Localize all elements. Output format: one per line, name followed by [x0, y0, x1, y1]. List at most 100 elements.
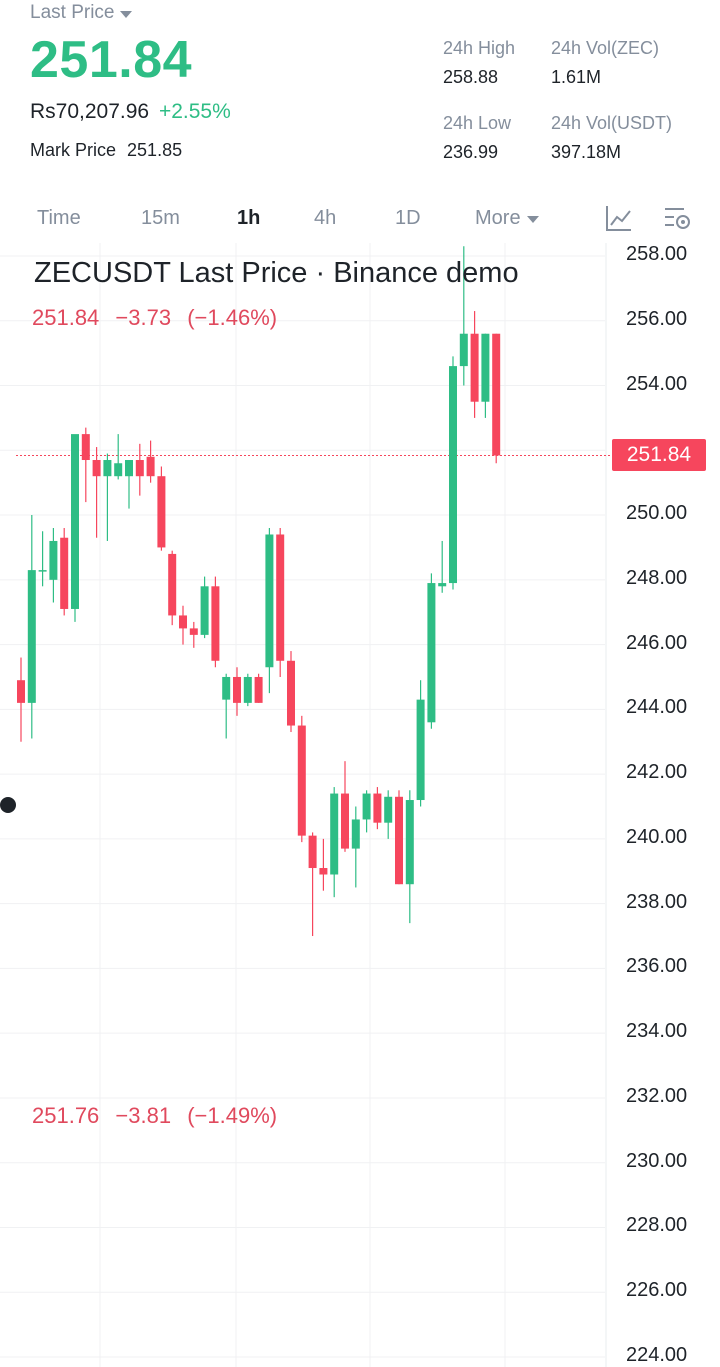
candle-body [384, 796, 393, 823]
chart-settings-icon[interactable] [662, 203, 692, 233]
candle [17, 657, 25, 742]
candle [449, 356, 457, 590]
candle-body [297, 725, 306, 836]
last-price: 251.84 [30, 31, 193, 89]
candle [319, 838, 328, 891]
candle [157, 466, 166, 551]
candle [92, 447, 101, 538]
y-tick-label: 236.00 [626, 955, 688, 978]
candle-body [373, 793, 382, 823]
ohlc-legend-bottom: 251.76 −3.81 (−1.49%) [32, 1103, 287, 1129]
y-tick-label: 240.00 [626, 825, 688, 848]
candle [200, 576, 209, 639]
candle-body [449, 366, 457, 584]
candle-body [319, 868, 328, 875]
candle-body [168, 553, 177, 616]
candle-body [362, 793, 371, 820]
price-type-selector[interactable]: Last Price [30, 2, 133, 24]
drag-handle-icon[interactable] [0, 797, 16, 813]
tab-more[interactable]: More [475, 207, 539, 230]
candle-body [38, 570, 47, 572]
candle [254, 673, 263, 703]
candle [459, 246, 468, 386]
candle-body [438, 583, 447, 587]
candlestick-chart-canvas[interactable] [0, 243, 720, 1367]
ohlc-change: −3.81 [115, 1103, 172, 1128]
candle-body [405, 800, 414, 885]
candle-body [222, 676, 231, 700]
candle [362, 790, 371, 833]
stat-label: 24h Vol(ZEC) [551, 38, 660, 58]
tab-1h[interactable]: 1h [237, 207, 261, 229]
candle [373, 787, 382, 830]
mark-price-row: Mark Price 251.85 [30, 140, 182, 161]
candle [38, 531, 47, 587]
candle-body [233, 676, 241, 703]
candle [405, 790, 414, 924]
candle-body [243, 676, 252, 703]
y-tick-label: 256.00 [626, 307, 688, 330]
candle [330, 787, 339, 898]
price-type-label: Last Price [30, 2, 115, 23]
indicators-icon[interactable] [604, 203, 634, 233]
candle-body [114, 463, 123, 477]
tab-time[interactable]: Time [37, 207, 81, 229]
caret-down-icon [120, 10, 133, 18]
candle-body [125, 460, 133, 477]
candle-body [427, 583, 436, 723]
candle-body [492, 333, 501, 456]
stat-value: 1.61M [551, 67, 602, 87]
fiat-price: Rs70,207.96 [30, 100, 150, 123]
y-tick-label: 230.00 [626, 1149, 688, 1172]
candle [211, 576, 220, 668]
candle [287, 651, 295, 733]
candle-body [60, 537, 69, 609]
candle [395, 790, 403, 885]
stat-label: 24h Vol(USDT) [551, 113, 673, 133]
y-tick-label: 228.00 [626, 1214, 688, 1237]
candle-body [92, 460, 101, 477]
tab-4h[interactable]: 4h [314, 207, 337, 229]
ohlc-legend-top: 251.84 −3.73 (−1.46%) [32, 305, 287, 331]
price-chart[interactable] [0, 243, 720, 1367]
candle-body [179, 615, 187, 629]
candle-body [470, 333, 479, 402]
current-price-tag: 251.84 [612, 439, 706, 472]
candle [49, 528, 58, 603]
candle-body [200, 586, 209, 635]
tab-more-label: More [475, 207, 521, 229]
candle [416, 680, 425, 807]
stat-value: 236.99 [443, 142, 499, 162]
candle-body [287, 660, 295, 726]
candle [438, 540, 447, 593]
tab-15m[interactable]: 15m [141, 207, 180, 229]
candle-body [265, 534, 274, 668]
candle-body [135, 460, 144, 477]
y-tick-label: 232.00 [626, 1084, 688, 1107]
candle-body [17, 680, 25, 703]
candle-body [81, 434, 90, 461]
candle-body [146, 456, 155, 477]
candle [146, 440, 155, 483]
candle [308, 832, 317, 937]
mark-price-label: Mark Price [30, 140, 117, 160]
candle-body [308, 835, 317, 869]
y-tick-label: 238.00 [626, 890, 688, 913]
candle-body [211, 586, 220, 661]
ohlc-price: 251.76 [32, 1103, 100, 1128]
ohlc-change: −3.73 [115, 305, 172, 330]
stat-24h-low: 24h Low 236.99 [443, 113, 511, 163]
candle-body [189, 628, 198, 635]
candle [81, 427, 90, 503]
candle [179, 605, 187, 645]
candle-body [157, 476, 166, 548]
candle [189, 621, 198, 648]
candle [265, 528, 274, 694]
tab-1d[interactable]: 1D [395, 207, 421, 229]
stat-value: 397.18M [551, 142, 622, 162]
candle [427, 573, 436, 729]
candle [276, 528, 285, 677]
candle-body [351, 819, 360, 849]
candle-body [254, 676, 263, 703]
candle [341, 761, 349, 852]
